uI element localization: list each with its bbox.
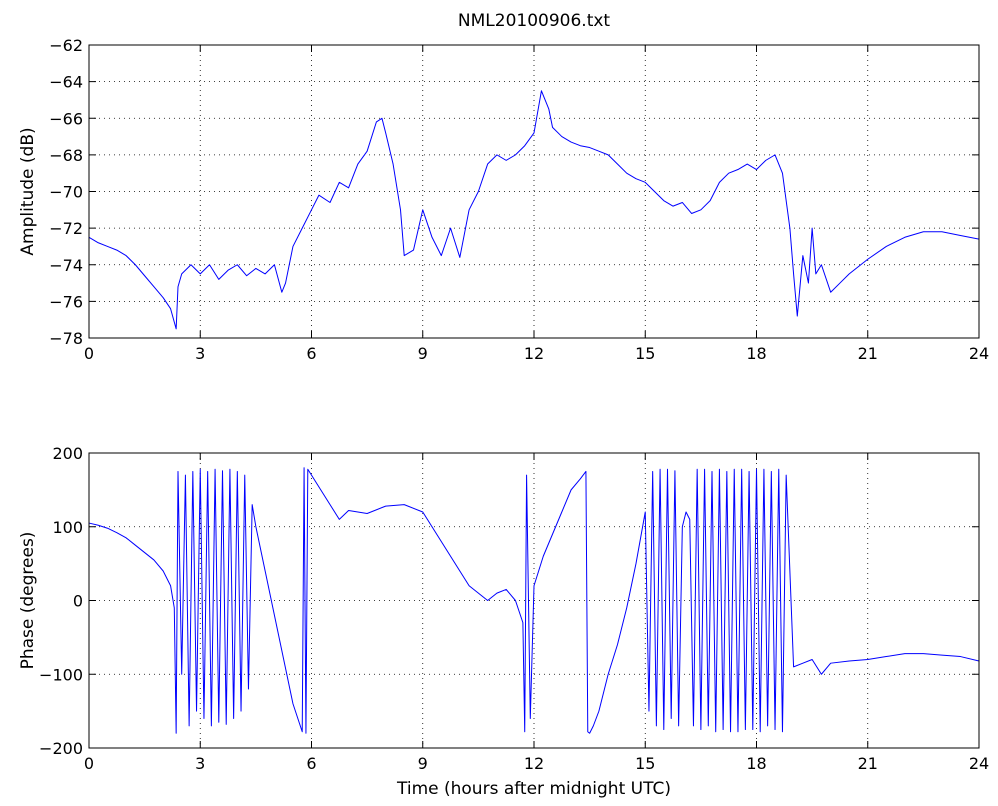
- amplitude-xtick-label: 0: [84, 344, 94, 363]
- amplitude-xtick-label: 6: [306, 344, 316, 363]
- amplitude-xtick-label: 18: [746, 344, 766, 363]
- amplitude-series-line: [88, 90, 980, 330]
- phase-xtick-label: 24: [969, 754, 989, 773]
- amplitude-xtick-label: 24: [969, 344, 989, 363]
- amplitude-xtick-label: 12: [524, 344, 544, 363]
- phase-xtick-label: 21: [858, 754, 878, 773]
- amplitude-xtick-label: 3: [195, 344, 205, 363]
- amplitude-ytick-label: −72: [49, 219, 83, 238]
- phase-xtick-label: 6: [306, 754, 316, 773]
- amplitude-ytick-label: −74: [49, 256, 83, 275]
- phase-xtick-label: 18: [746, 754, 766, 773]
- amplitude-ytick-label: −62: [49, 36, 83, 55]
- phase-ytick-label: 0: [73, 592, 83, 611]
- phase-ylabel: Phase (degrees): [18, 532, 38, 670]
- amplitude-panel: 0 3 6 9 12 15 18 21 24 −78 −76 −74 −72 −70 −68 −66 −64 −6…: [18, 36, 989, 363]
- phase-ytick-label: −100: [39, 665, 83, 684]
- phase-series-line: [88, 467, 980, 734]
- amplitude-ytick-label: −68: [49, 146, 83, 165]
- amplitude-ytick-label: −78: [49, 329, 83, 348]
- amplitude-xtick-label: 15: [635, 344, 655, 363]
- amplitude-xtick-label: 9: [418, 344, 428, 363]
- phase-xtick-label: 15: [635, 754, 655, 773]
- amplitude-xtick-label: 21: [858, 344, 878, 363]
- phase-xtick-label: 0: [84, 754, 94, 773]
- amplitude-ytick-label: −64: [49, 73, 83, 92]
- phase-xlabel: Time (hours after midnight UTC): [396, 779, 671, 799]
- chart-title: NML20100906.txt: [458, 11, 611, 31]
- phase-xtick-label: 12: [524, 754, 544, 773]
- phase-ytick-label: −200: [39, 739, 83, 758]
- phase-ytick-label: 100: [52, 518, 83, 537]
- amplitude-ylabel: Amplitude (dB): [18, 127, 38, 255]
- phase-xtick-label: 3: [195, 754, 205, 773]
- amplitude-ytick-label: −70: [49, 183, 83, 202]
- phase-xtick-label: 9: [418, 754, 428, 773]
- amplitude-ytick-label: −66: [49, 109, 83, 128]
- phase-ytick-label: 200: [52, 444, 83, 463]
- amplitude-ytick-label: −76: [49, 292, 83, 311]
- phase-panel: 0 3 6 9 12 15 18 21 24 −200 −100 0 100 200 Phase (degr…: [18, 444, 989, 799]
